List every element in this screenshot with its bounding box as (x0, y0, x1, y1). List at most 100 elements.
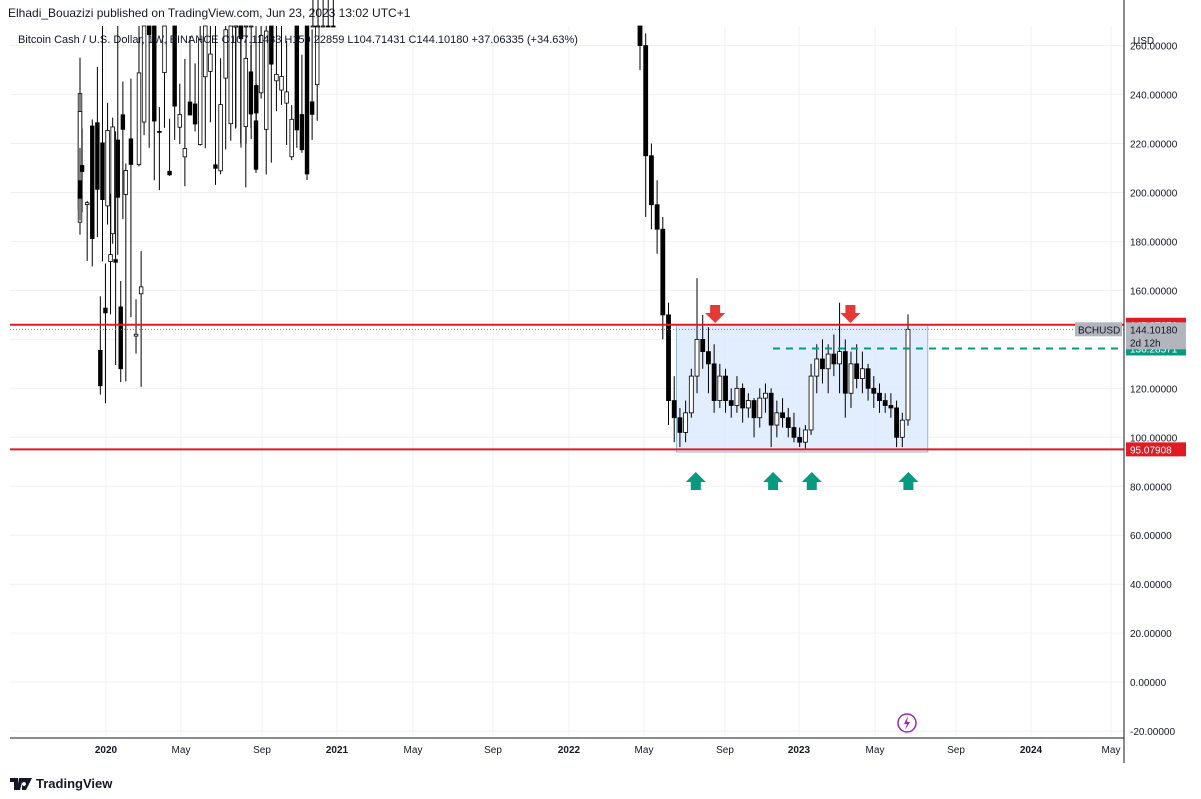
candle-body (774, 412, 780, 426)
candle-body (837, 351, 842, 365)
candle-body (248, 25, 254, 28)
candle-body (294, 25, 300, 131)
arrows (685, 305, 919, 490)
candle-body (831, 353, 837, 365)
candle-body (688, 375, 694, 414)
candle-body (103, 307, 108, 314)
x-tick-label: 2023 (788, 745, 811, 756)
y-tick-label: 240.00000 (1130, 91, 1178, 102)
candle-body (808, 375, 814, 431)
arrow-up-icon (763, 472, 784, 490)
x-tick-label: May (404, 745, 423, 756)
candle-body (238, 25, 243, 38)
y-tick-label: 80.00000 (1130, 482, 1172, 493)
candle-body (120, 114, 126, 130)
y-tick-label: 160.00000 (1130, 286, 1178, 297)
candle-body (77, 180, 83, 199)
candle-body (172, 25, 177, 107)
candles (77, 0, 911, 450)
candle-body (643, 45, 649, 157)
x-tick-label: Sep (947, 745, 965, 756)
candle-body (859, 368, 865, 379)
candle-body (637, 25, 643, 46)
candle-body (899, 419, 905, 438)
countdown-label: 2d 12h (1130, 338, 1161, 349)
candle-body (797, 436, 803, 443)
candle-body (223, 29, 228, 79)
candle-body (253, 120, 259, 170)
candle-body (326, 25, 331, 28)
arrow-up-icon (898, 472, 919, 490)
currency-label: USD (1133, 36, 1154, 47)
publisher-line: Elhadi_Bouazizi published on TradingView… (8, 6, 411, 20)
last-price-label: 144.10180 (1130, 325, 1178, 336)
x-tick-label: May (866, 745, 885, 756)
y-tick-label: 120.00000 (1130, 384, 1178, 395)
candle-body (233, 25, 238, 28)
event-flash-icon (897, 713, 917, 733)
candle-body (274, 73, 279, 82)
candle-body (95, 122, 100, 190)
x-tick-label: 2024 (1020, 745, 1043, 756)
candle-body (723, 375, 728, 401)
target-tag-label: 136.28571 (1130, 344, 1178, 355)
candle-body (289, 118, 294, 158)
event-flash-icon (904, 716, 910, 730)
candle-body (768, 392, 774, 426)
x-tick-label: May (635, 745, 654, 756)
candle-body (728, 400, 734, 406)
candle-body (905, 328, 911, 421)
ohlc-values: O107.11483 H150.22859 L104.71431 C144.10… (221, 34, 578, 46)
candle-body (279, 76, 284, 91)
candle-body (882, 400, 888, 406)
candle-body (694, 338, 700, 377)
candle-body (182, 148, 188, 158)
symbol-tag-bg (1075, 322, 1122, 337)
candle-body (208, 53, 213, 72)
candle-body (894, 407, 899, 438)
x-tick-label: 2022 (558, 745, 581, 756)
candle-body (751, 400, 757, 419)
candle-body (814, 358, 820, 377)
candle-body (138, 286, 144, 295)
candle-body (649, 155, 654, 206)
candle-body (700, 338, 706, 353)
candle-body (187, 101, 193, 116)
candle-body (113, 259, 118, 263)
candle-body (141, 25, 147, 123)
support-tag-label: 95.07908 (1130, 445, 1172, 456)
candle-body (671, 400, 677, 419)
candle-body (108, 254, 113, 262)
candle-body (167, 170, 172, 176)
candle-body (84, 202, 90, 205)
candle-body (118, 306, 123, 370)
candle-body (128, 138, 134, 165)
candle-body (152, 25, 157, 122)
candle-body (654, 204, 660, 230)
candle-body (888, 405, 894, 409)
candle-body (320, 25, 326, 28)
candle-body (258, 34, 264, 94)
y-tick-label: 60.00000 (1130, 531, 1172, 542)
x-tick-label: Sep (253, 745, 271, 756)
candle-body (90, 125, 95, 239)
levels (10, 323, 1124, 451)
candle-body (677, 417, 683, 433)
candle-body (877, 392, 882, 401)
candle-body (218, 104, 223, 172)
tradingview-brand[interactable]: TradingView (10, 776, 112, 791)
candle-body (264, 30, 269, 130)
y-tick-label: 40.00000 (1130, 580, 1172, 591)
arrow-down-icon (705, 305, 726, 323)
candle-body (228, 25, 233, 125)
x-tick-label: 2021 (326, 745, 349, 756)
candle-body (763, 392, 768, 399)
support-tag-bg (1126, 442, 1186, 457)
candle-body (248, 71, 254, 115)
candle-body (848, 363, 854, 394)
candle-body (745, 400, 751, 409)
candle-body (791, 427, 797, 438)
last-price-tag-bg (1126, 322, 1186, 350)
candle-body (310, 25, 316, 28)
